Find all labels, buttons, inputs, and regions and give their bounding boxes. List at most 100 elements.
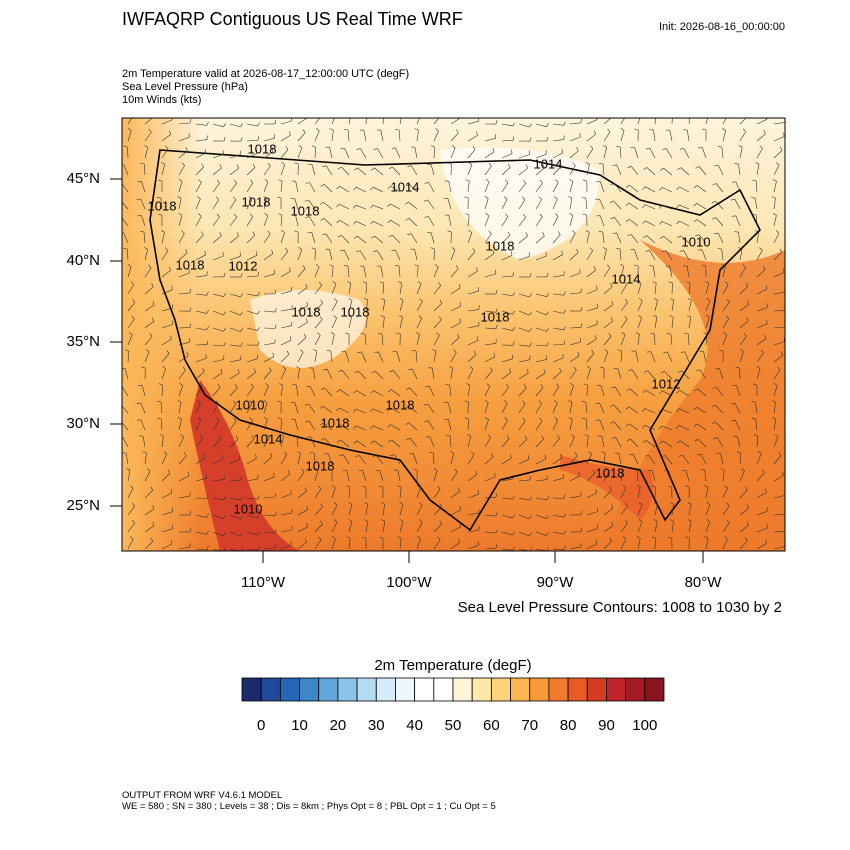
wind-barb (611, 300, 614, 305)
wind-barb (295, 215, 299, 227)
wind-barb (586, 119, 598, 125)
wind-barb (376, 250, 384, 261)
wind-barb (679, 220, 690, 227)
colorbar-box (433, 677, 454, 702)
wind-barb (659, 235, 664, 239)
wind-barb (505, 179, 509, 184)
wind-barb (681, 370, 690, 380)
wind-barb (578, 471, 580, 476)
wind-barb (282, 366, 286, 370)
wind-barb (206, 530, 209, 535)
wind-barb (189, 118, 191, 124)
wind-barb (314, 523, 323, 533)
wind-barb (663, 167, 673, 176)
wind-barb (491, 452, 494, 457)
wind-barb (773, 122, 785, 125)
wind-barb (347, 281, 351, 284)
wind-barb (387, 203, 391, 208)
wind-barb (233, 400, 237, 405)
wind-barb (371, 167, 375, 171)
wind-barb (759, 247, 763, 251)
wind-barb (141, 181, 146, 193)
wind-barb (773, 355, 783, 363)
wind-barb (525, 164, 528, 169)
wind-barb (457, 333, 460, 338)
wind-barb (613, 200, 622, 210)
wind-barb (751, 401, 756, 403)
wind-barb (123, 232, 129, 244)
wind-barb (408, 184, 418, 193)
wind-barb (638, 502, 643, 506)
wind-barb (251, 435, 255, 439)
wind-barb (416, 317, 423, 329)
wind-barb (406, 438, 411, 440)
lon-label: 100°W (386, 574, 432, 591)
wind-barb (229, 458, 241, 465)
wind-barb (603, 131, 611, 142)
wind-barb (144, 489, 154, 499)
wind-barb (467, 135, 478, 142)
wind-barb (773, 402, 776, 414)
wind-barb (311, 232, 316, 244)
wind-barb (619, 248, 622, 261)
wind-barb (246, 531, 258, 536)
wind-barb (668, 281, 673, 284)
wind-barb (405, 218, 410, 221)
wind-barb (538, 196, 542, 200)
wind-barb (739, 304, 749, 312)
colorbar-box (279, 677, 300, 702)
wind-barb (580, 118, 582, 123)
wind-barb (528, 311, 532, 316)
wind-barb (264, 179, 269, 182)
wind-barb (472, 248, 476, 252)
wind-barb (756, 180, 758, 193)
wind-barb (712, 183, 717, 186)
colorbar-box (567, 677, 588, 702)
wind-barb (756, 368, 761, 380)
wind-barb (653, 502, 658, 505)
wind-barb (360, 148, 367, 159)
wind-barb (783, 268, 785, 273)
wind-barb (229, 387, 238, 397)
wind-barb (569, 341, 581, 346)
wind-barb (629, 184, 639, 193)
wind-barb (466, 383, 471, 386)
wind-barb (771, 196, 776, 199)
wind-barb (382, 317, 385, 329)
wind-barb (518, 514, 530, 520)
wind-barb (615, 437, 622, 448)
wind-barb (676, 204, 680, 209)
wind-barb (604, 349, 609, 352)
wind-barb (774, 434, 779, 438)
wind-barb (756, 133, 766, 142)
wind-barb (195, 327, 207, 331)
wind-barb (414, 264, 419, 267)
wind-barb (773, 385, 778, 397)
colorbar-box (644, 677, 665, 702)
wind-barb (501, 235, 511, 244)
wind-barb (161, 164, 165, 176)
wind-barb (409, 387, 418, 397)
wind-barb (484, 215, 490, 227)
wind-barb (618, 453, 622, 465)
wind-barb (695, 166, 700, 169)
wind-barb (467, 181, 470, 193)
wind-barb (246, 514, 258, 519)
wind-barb (430, 232, 435, 244)
wind-barb (738, 145, 743, 148)
colorbar-box (356, 677, 377, 702)
lon-label: 80°W (685, 574, 723, 591)
wind-barb (659, 187, 663, 191)
wind-barb (609, 537, 612, 542)
wind-barb (684, 332, 689, 335)
wind-barb (529, 137, 532, 142)
wind-barb (340, 249, 345, 252)
wind-barb (679, 250, 684, 252)
wind-barb (739, 147, 743, 159)
wind-barb (195, 198, 201, 210)
wind-barb (344, 129, 349, 131)
wind-barb (628, 423, 639, 431)
wind-barb (411, 165, 418, 176)
wind-barb (180, 434, 184, 438)
wind-barb (680, 351, 685, 353)
